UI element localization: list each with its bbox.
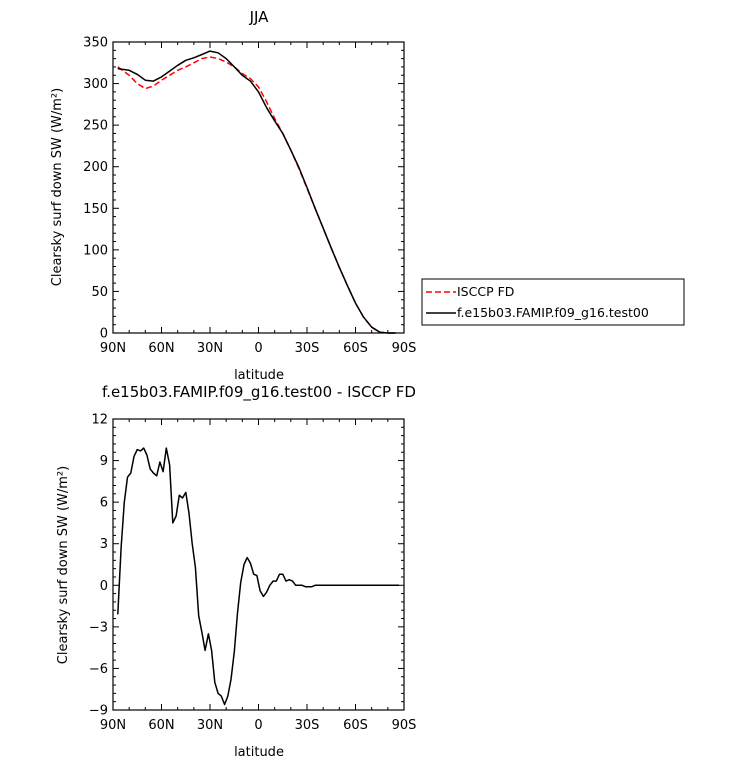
bottom-xtick-label: 60N <box>148 718 174 733</box>
bottom-xtick-label: 60S <box>343 718 368 733</box>
top-xtick-label: 90N <box>100 341 126 356</box>
bottom-xtick-label: 30S <box>295 718 320 733</box>
bottom-series-line-0 <box>117 447 400 706</box>
bottom-chart-title: f.e15b03.FAMIP.f09_g16.test00 - ISCCP FD <box>102 383 416 402</box>
bottom-xtick-label: 30N <box>197 718 223 733</box>
top-series-line-1 <box>117 50 396 334</box>
bottom-ytick-label: −9 <box>89 704 108 719</box>
bottom-ytick-label: 9 <box>100 454 108 469</box>
top-ytick-label: 150 <box>83 202 108 217</box>
top-chart-xlabel: latitude <box>234 368 284 383</box>
top-ytick-label: 300 <box>83 77 108 92</box>
top-xtick-label: 0 <box>254 341 262 356</box>
top-ytick-label: 50 <box>91 285 108 300</box>
bottom-xtick-label: 0 <box>254 718 262 733</box>
top-xtick-label: 60N <box>148 341 174 356</box>
top-chart-legend: ISCCP FD f.e15b03.FAMIP.f09_g16.test00 <box>421 278 685 326</box>
bottom-ytick-label: 12 <box>91 413 108 428</box>
bottom-ytick-label: 6 <box>100 496 108 511</box>
top-ytick-label: 100 <box>83 243 108 258</box>
top-xtick-label: 30N <box>197 341 223 356</box>
top-series-line-0 <box>117 56 396 334</box>
bottom-chart-xlabel: latitude <box>234 745 284 760</box>
top-chart-panel: JJA 90N 60N 30N 0 30S 60S 90S 0 50 100 150 200 250 30… <box>50 8 685 383</box>
top-xtick-label: 90S <box>392 341 417 356</box>
bottom-ytick-label: −6 <box>89 662 108 677</box>
bottom-xtick-label: 90N <box>100 718 126 733</box>
top-chart-frame <box>112 41 405 334</box>
bottom-ytick-label: 3 <box>100 537 108 552</box>
top-chart-lines <box>117 50 396 334</box>
bottom-chart-panel: f.e15b03.FAMIP.f09_g16.test00 - ISCCP FD… <box>56 383 416 760</box>
top-ytick-label: 200 <box>83 160 108 175</box>
bottom-xtick-label: 90S <box>392 718 417 733</box>
bottom-chart-lines <box>117 447 400 706</box>
bottom-ytick-label: −3 <box>89 620 108 635</box>
legend-label-model: f.e15b03.FAMIP.f09_g16.test00 <box>457 305 649 320</box>
top-ytick-label: 250 <box>83 119 108 134</box>
top-chart-ylabel: Clearsky surf down SW (W/m²) <box>50 88 65 286</box>
top-ytick-label: 0 <box>100 327 108 342</box>
top-chart-title: JJA <box>249 8 270 26</box>
bottom-chart-ylabel: Clearsky surf down SW (W/m²) <box>56 466 71 664</box>
top-xtick-label: 60S <box>343 341 368 356</box>
bottom-chart-ticks: 90N 60N 30N 0 30S 60S 90S −9 −6 −3 0 3 6 9 12 <box>89 413 417 734</box>
bottom-ytick-label: 0 <box>100 579 108 594</box>
legend-label-isccp: ISCCP FD <box>457 284 514 299</box>
bottom-chart-frame <box>112 418 405 711</box>
top-chart-ticks: 90N 60N 30N 0 30S 60S 90S 0 50 100 150 200 250 300 350 <box>83 36 416 357</box>
top-xtick-label: 30S <box>295 341 320 356</box>
legend-box <box>421 278 685 326</box>
top-ytick-label: 350 <box>83 36 108 51</box>
